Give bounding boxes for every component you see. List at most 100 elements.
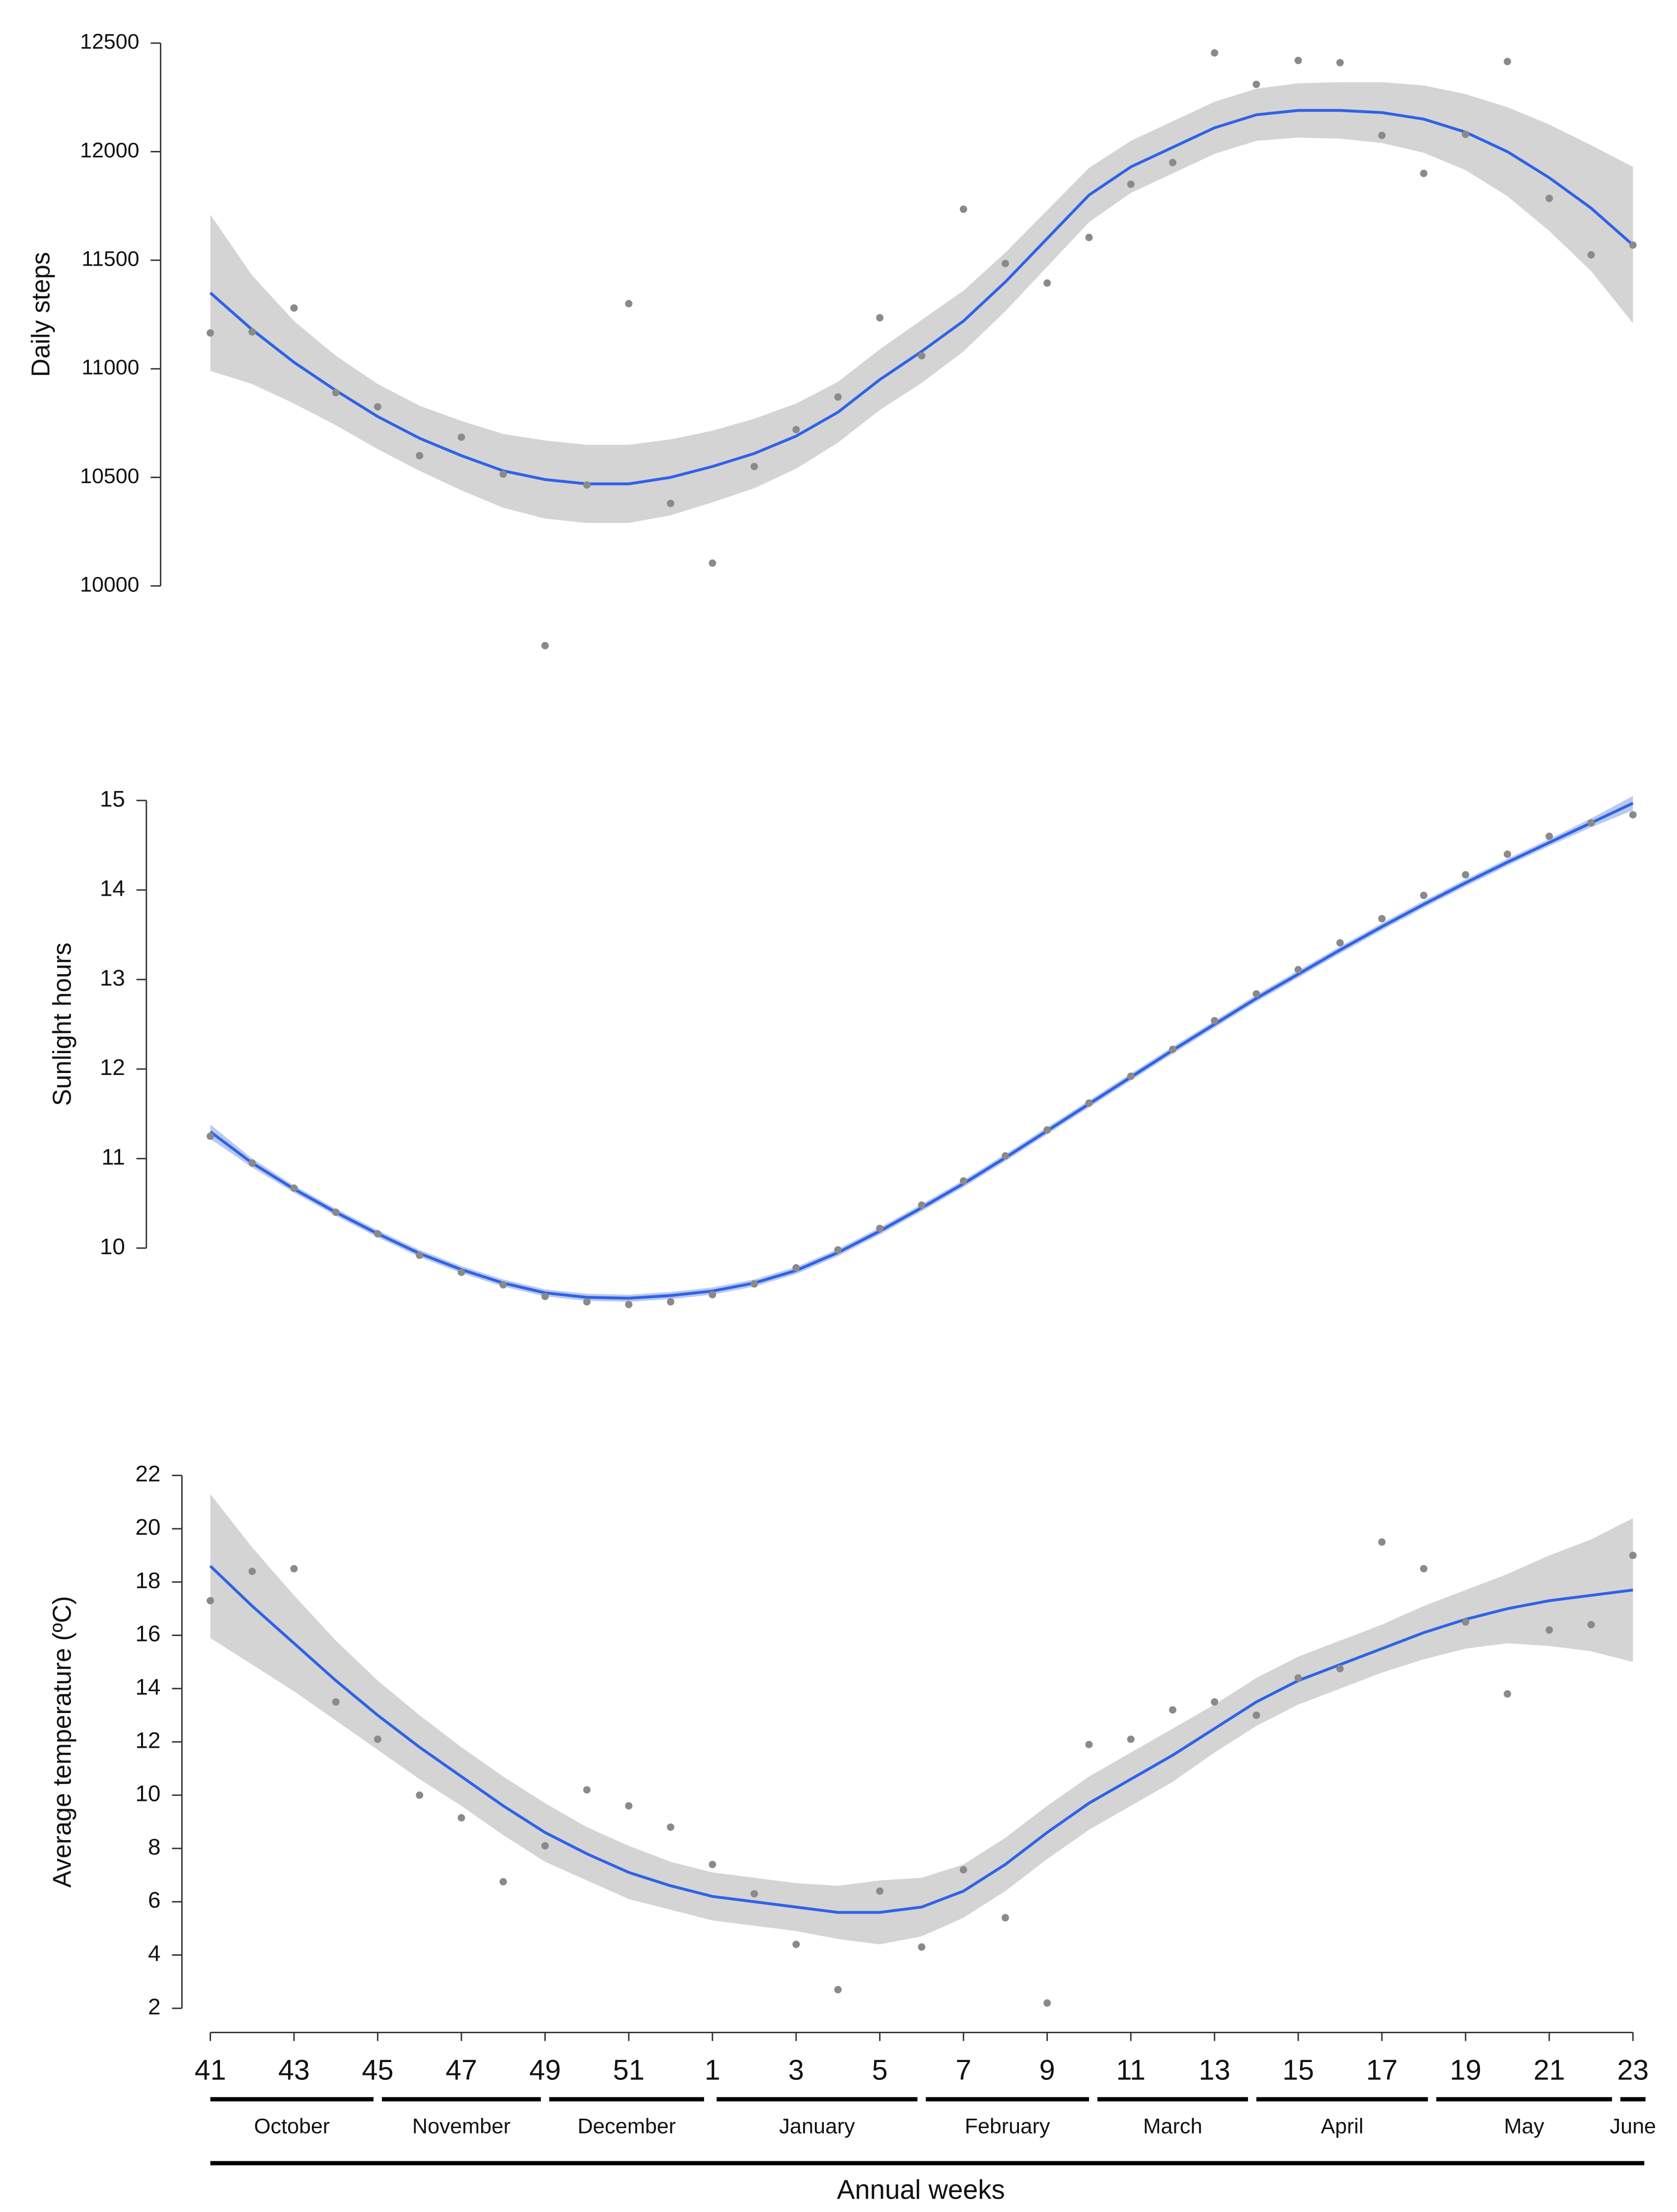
month-label: October	[254, 2115, 330, 2139]
y-tick-label: 11000	[81, 356, 139, 379]
data-point	[1001, 260, 1009, 268]
data-point	[959, 205, 967, 213]
y-axis-title: Sunlight hours	[47, 942, 76, 1106]
x-tick-label: 51	[613, 2055, 645, 2086]
data-point	[332, 1209, 340, 1216]
month-label: April	[1321, 2115, 1364, 2139]
x-tick-label: 7	[955, 2055, 971, 2086]
data-point	[248, 1159, 256, 1167]
y-tick-label: 15	[100, 786, 125, 811]
y-tick-label: 11	[101, 1144, 125, 1169]
data-point	[1001, 1914, 1009, 1922]
y-tick-label: 14	[100, 876, 125, 901]
data-point	[248, 328, 256, 336]
y-tick-label: 10000	[80, 572, 139, 596]
data-point	[959, 1866, 967, 1874]
y-tick-label: 10	[100, 1234, 125, 1259]
data-point	[834, 1246, 842, 1254]
data-point	[1127, 1735, 1135, 1743]
y-tick-label: 14	[135, 1674, 160, 1700]
data-point	[666, 1823, 674, 1831]
x-tick-label: 47	[445, 2055, 477, 2086]
data-point	[876, 1224, 884, 1232]
month-label: March	[1143, 2115, 1202, 2139]
x-tick-label: 3	[788, 2055, 804, 2086]
data-point	[1629, 241, 1637, 249]
data-point	[1294, 1674, 1302, 1682]
data-point	[541, 642, 549, 649]
data-point	[1252, 990, 1260, 998]
confidence-band	[210, 796, 1633, 1302]
data-point	[1504, 1690, 1511, 1698]
smooth-line	[209, 109, 1634, 486]
data-point	[792, 1940, 800, 1948]
data-point	[416, 452, 424, 460]
y-tick-label: 10500	[80, 464, 139, 488]
x-tick-label: 13	[1199, 2055, 1231, 2086]
data-point	[290, 1565, 298, 1572]
data-point	[1211, 1698, 1219, 1706]
data-point	[834, 393, 842, 401]
data-point	[1085, 233, 1093, 241]
data-point	[792, 426, 800, 433]
data-point	[1378, 132, 1386, 140]
data-point	[332, 389, 340, 397]
data-point	[1169, 1045, 1176, 1053]
x-tick-label: 19	[1450, 2055, 1481, 2086]
x-tick-label: 15	[1282, 2055, 1314, 2086]
data-point	[416, 1791, 424, 1799]
x-tick-label: 1	[705, 2055, 721, 2086]
data-point	[207, 329, 214, 337]
data-point	[876, 314, 884, 322]
data-point	[1336, 1665, 1344, 1673]
data-point	[1420, 169, 1428, 177]
month-label: May	[1504, 2115, 1545, 2139]
y-tick-label: 18	[135, 1568, 160, 1593]
data-point	[918, 352, 926, 359]
data-point	[666, 1298, 674, 1306]
data-point	[1336, 59, 1344, 67]
data-point	[1252, 80, 1260, 88]
data-point	[248, 1568, 256, 1575]
data-point	[583, 481, 591, 489]
month-label: December	[578, 2115, 676, 2139]
data-point	[834, 1986, 842, 1994]
data-point	[1504, 58, 1511, 66]
data-point	[625, 300, 633, 308]
data-point	[1043, 279, 1051, 287]
x-tick-label: 45	[362, 2055, 394, 2086]
x-tick-label: 9	[1039, 2055, 1055, 2086]
x-tick-label: 23	[1617, 2055, 1649, 2086]
y-tick-label: 12000	[80, 139, 139, 162]
month-label: June	[1610, 2115, 1656, 2139]
month-label: November	[412, 2115, 510, 2139]
confidence-band	[210, 1494, 1633, 1944]
confidence-band	[210, 82, 1633, 523]
data-point	[1336, 939, 1344, 947]
data-point	[1294, 966, 1302, 974]
data-point	[1043, 1999, 1051, 2007]
x-tick-label: 5	[872, 2055, 888, 2086]
data-point	[792, 1264, 800, 1272]
data-point	[1629, 811, 1637, 819]
data-point	[709, 1860, 717, 1868]
data-point	[1461, 871, 1469, 879]
data-point	[416, 1251, 424, 1259]
data-point	[457, 1268, 465, 1276]
x-axis-title: Annual weeks	[837, 2174, 1005, 2205]
data-point	[750, 463, 758, 470]
y-tick-label: 8	[148, 1834, 160, 1859]
smooth-line	[209, 802, 1634, 1300]
month-label: February	[965, 2115, 1050, 2139]
data-point	[1587, 251, 1595, 259]
data-point	[583, 1298, 591, 1306]
data-point	[1085, 1741, 1093, 1748]
x-tick-label: 17	[1366, 2055, 1398, 2086]
data-point	[1252, 1712, 1260, 1719]
data-point	[207, 1597, 214, 1605]
data-point	[1587, 819, 1595, 827]
y-tick-label: 11500	[81, 247, 139, 271]
x-tick-label: 43	[278, 2055, 310, 2086]
y-tick-label: 12	[100, 1055, 125, 1080]
